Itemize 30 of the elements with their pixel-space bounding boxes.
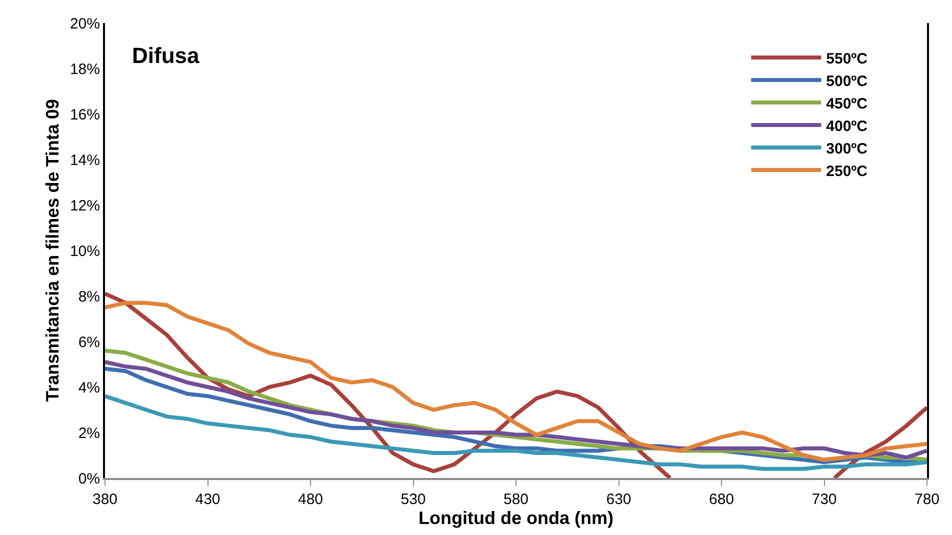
legend-label: 450ºC <box>826 95 868 112</box>
y-tick-label: 20% <box>70 15 100 32</box>
x-tick-label: 430 <box>195 491 220 508</box>
y-tick-label: 12% <box>70 197 100 214</box>
x-tick-label: 530 <box>400 491 426 508</box>
y-tick-label: 2% <box>78 424 100 442</box>
y-axis-title: Transmitancia en filmes de Tinta 09 <box>42 99 63 402</box>
x-tick-label: 730 <box>812 491 837 508</box>
y-tick-label: 14% <box>70 152 100 169</box>
x-tick-label: 630 <box>606 491 632 508</box>
y-tick-label: 0% <box>78 470 100 488</box>
x-tick-label: 780 <box>914 491 940 508</box>
x-tick-label: 580 <box>503 491 529 508</box>
legend-label: 400ºC <box>826 118 868 135</box>
legend-label: 250ºC <box>826 162 868 180</box>
y-tick-label: 6% <box>78 334 100 351</box>
legend-label: 550ºC <box>826 50 868 68</box>
y-tick-label: 18% <box>70 60 100 78</box>
annotation: Difusa <box>132 43 200 68</box>
x-tick-label: 680 <box>708 491 734 508</box>
x-tick-label: 480 <box>298 491 324 508</box>
y-tick-label: 10% <box>70 242 100 260</box>
legend-label: 300ºC <box>826 140 868 158</box>
x-axis-title: Longitud de onda (nm) <box>418 508 614 528</box>
y-tick-label: 8% <box>78 288 100 306</box>
y-tick-label: 16% <box>70 106 100 124</box>
y-tick-label: 4% <box>78 379 100 396</box>
legend-label: 500ºC <box>826 72 868 90</box>
line-series <box>105 394 927 471</box>
x-tick-label: 380 <box>92 491 118 508</box>
